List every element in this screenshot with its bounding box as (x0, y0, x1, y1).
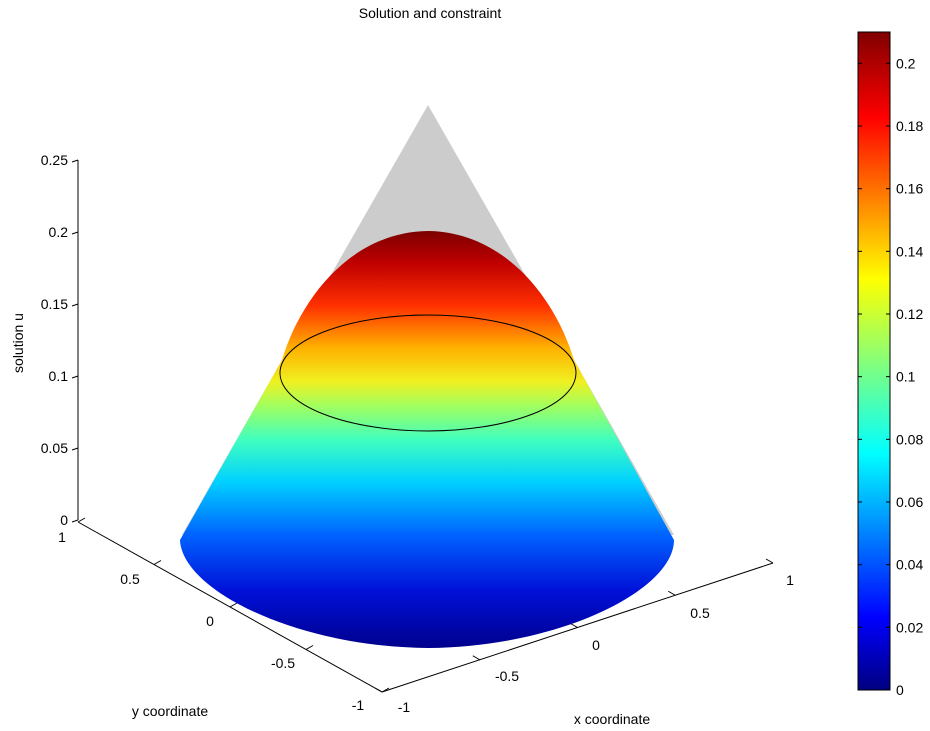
colorbar-gradient (857, 31, 891, 691)
x-tick-label: -1 (398, 699, 411, 715)
colorbar-tick-label: 0.1 (896, 369, 916, 385)
z-tick (71, 303, 79, 307)
contact-boundary (279, 314, 577, 432)
x-tick (374, 687, 383, 693)
colorbar-tick-label: 0 (896, 682, 904, 698)
y-tick (153, 560, 162, 565)
y-tick (229, 602, 238, 608)
chart-title: Solution and constraint (359, 5, 502, 21)
z-tick-label: 0.1 (49, 368, 69, 384)
z-tick (71, 231, 79, 235)
x-axis-label: x coordinate (574, 711, 650, 727)
z-tick (71, 375, 79, 379)
z-axis-label: solution u (10, 313, 26, 373)
x-tick-label: 1 (786, 572, 794, 588)
y-tick-label: 1 (58, 529, 66, 545)
x-tick (765, 558, 774, 564)
colorbar-ticks: 0 0.02 0.04 0.06 0.08 0.1 0.12 0.14 0.16 0.18 0.2 (858, 55, 923, 698)
x-tick-label: 0 (592, 637, 600, 653)
y-tick-label: 0 (206, 613, 214, 629)
z-tick-label: 0.25 (41, 152, 68, 168)
x-tick-label: -0.5 (495, 668, 519, 684)
y-tick-label: -0.5 (271, 655, 295, 671)
y-tick (77, 517, 86, 523)
x-tick (472, 655, 480, 661)
y-tick-label: -1 (352, 697, 365, 713)
colorbar-tick-label: 0.02 (896, 619, 923, 635)
x-tick (570, 623, 578, 628)
y-tick-label: 0.5 (120, 571, 140, 587)
colorbar-tick-label: 0.16 (896, 181, 923, 197)
axes: 0 0.05 0.1 0.15 0.2 0.25 -1 -0.5 0 0.5 1 -1 -0.5 0 0.5… (41, 152, 794, 715)
colorbar-tick-label: 0.12 (896, 306, 923, 322)
colorbar-tick-label: 0.2 (896, 55, 916, 71)
z-tick (71, 519, 79, 523)
z-tick-label: 0.2 (49, 224, 69, 240)
y-tick (305, 645, 314, 650)
colorbar-tick-label: 0.18 (896, 118, 923, 134)
colorbar-tick-label: 0.06 (896, 494, 923, 510)
colorbar: 0 0.02 0.04 0.06 0.08 0.1 0.12 0.14 0.16 0.18 0.2 (857, 31, 923, 698)
y-axis-label: y coordinate (132, 703, 208, 719)
x-tick (668, 590, 676, 596)
z-tick (71, 159, 79, 163)
z-tick-label: 0.05 (41, 440, 68, 456)
colorbar-tick-label: 0.14 (896, 243, 923, 259)
colorbar-tick-label: 0.04 (896, 557, 923, 573)
x-tick-label: 0.5 (690, 605, 710, 621)
z-tick (71, 447, 79, 451)
solution-surface (180, 231, 674, 648)
z-tick-label: 0 (60, 512, 68, 528)
z-tick-label: 0.15 (41, 296, 68, 312)
colorbar-tick-label: 0.08 (896, 431, 923, 447)
